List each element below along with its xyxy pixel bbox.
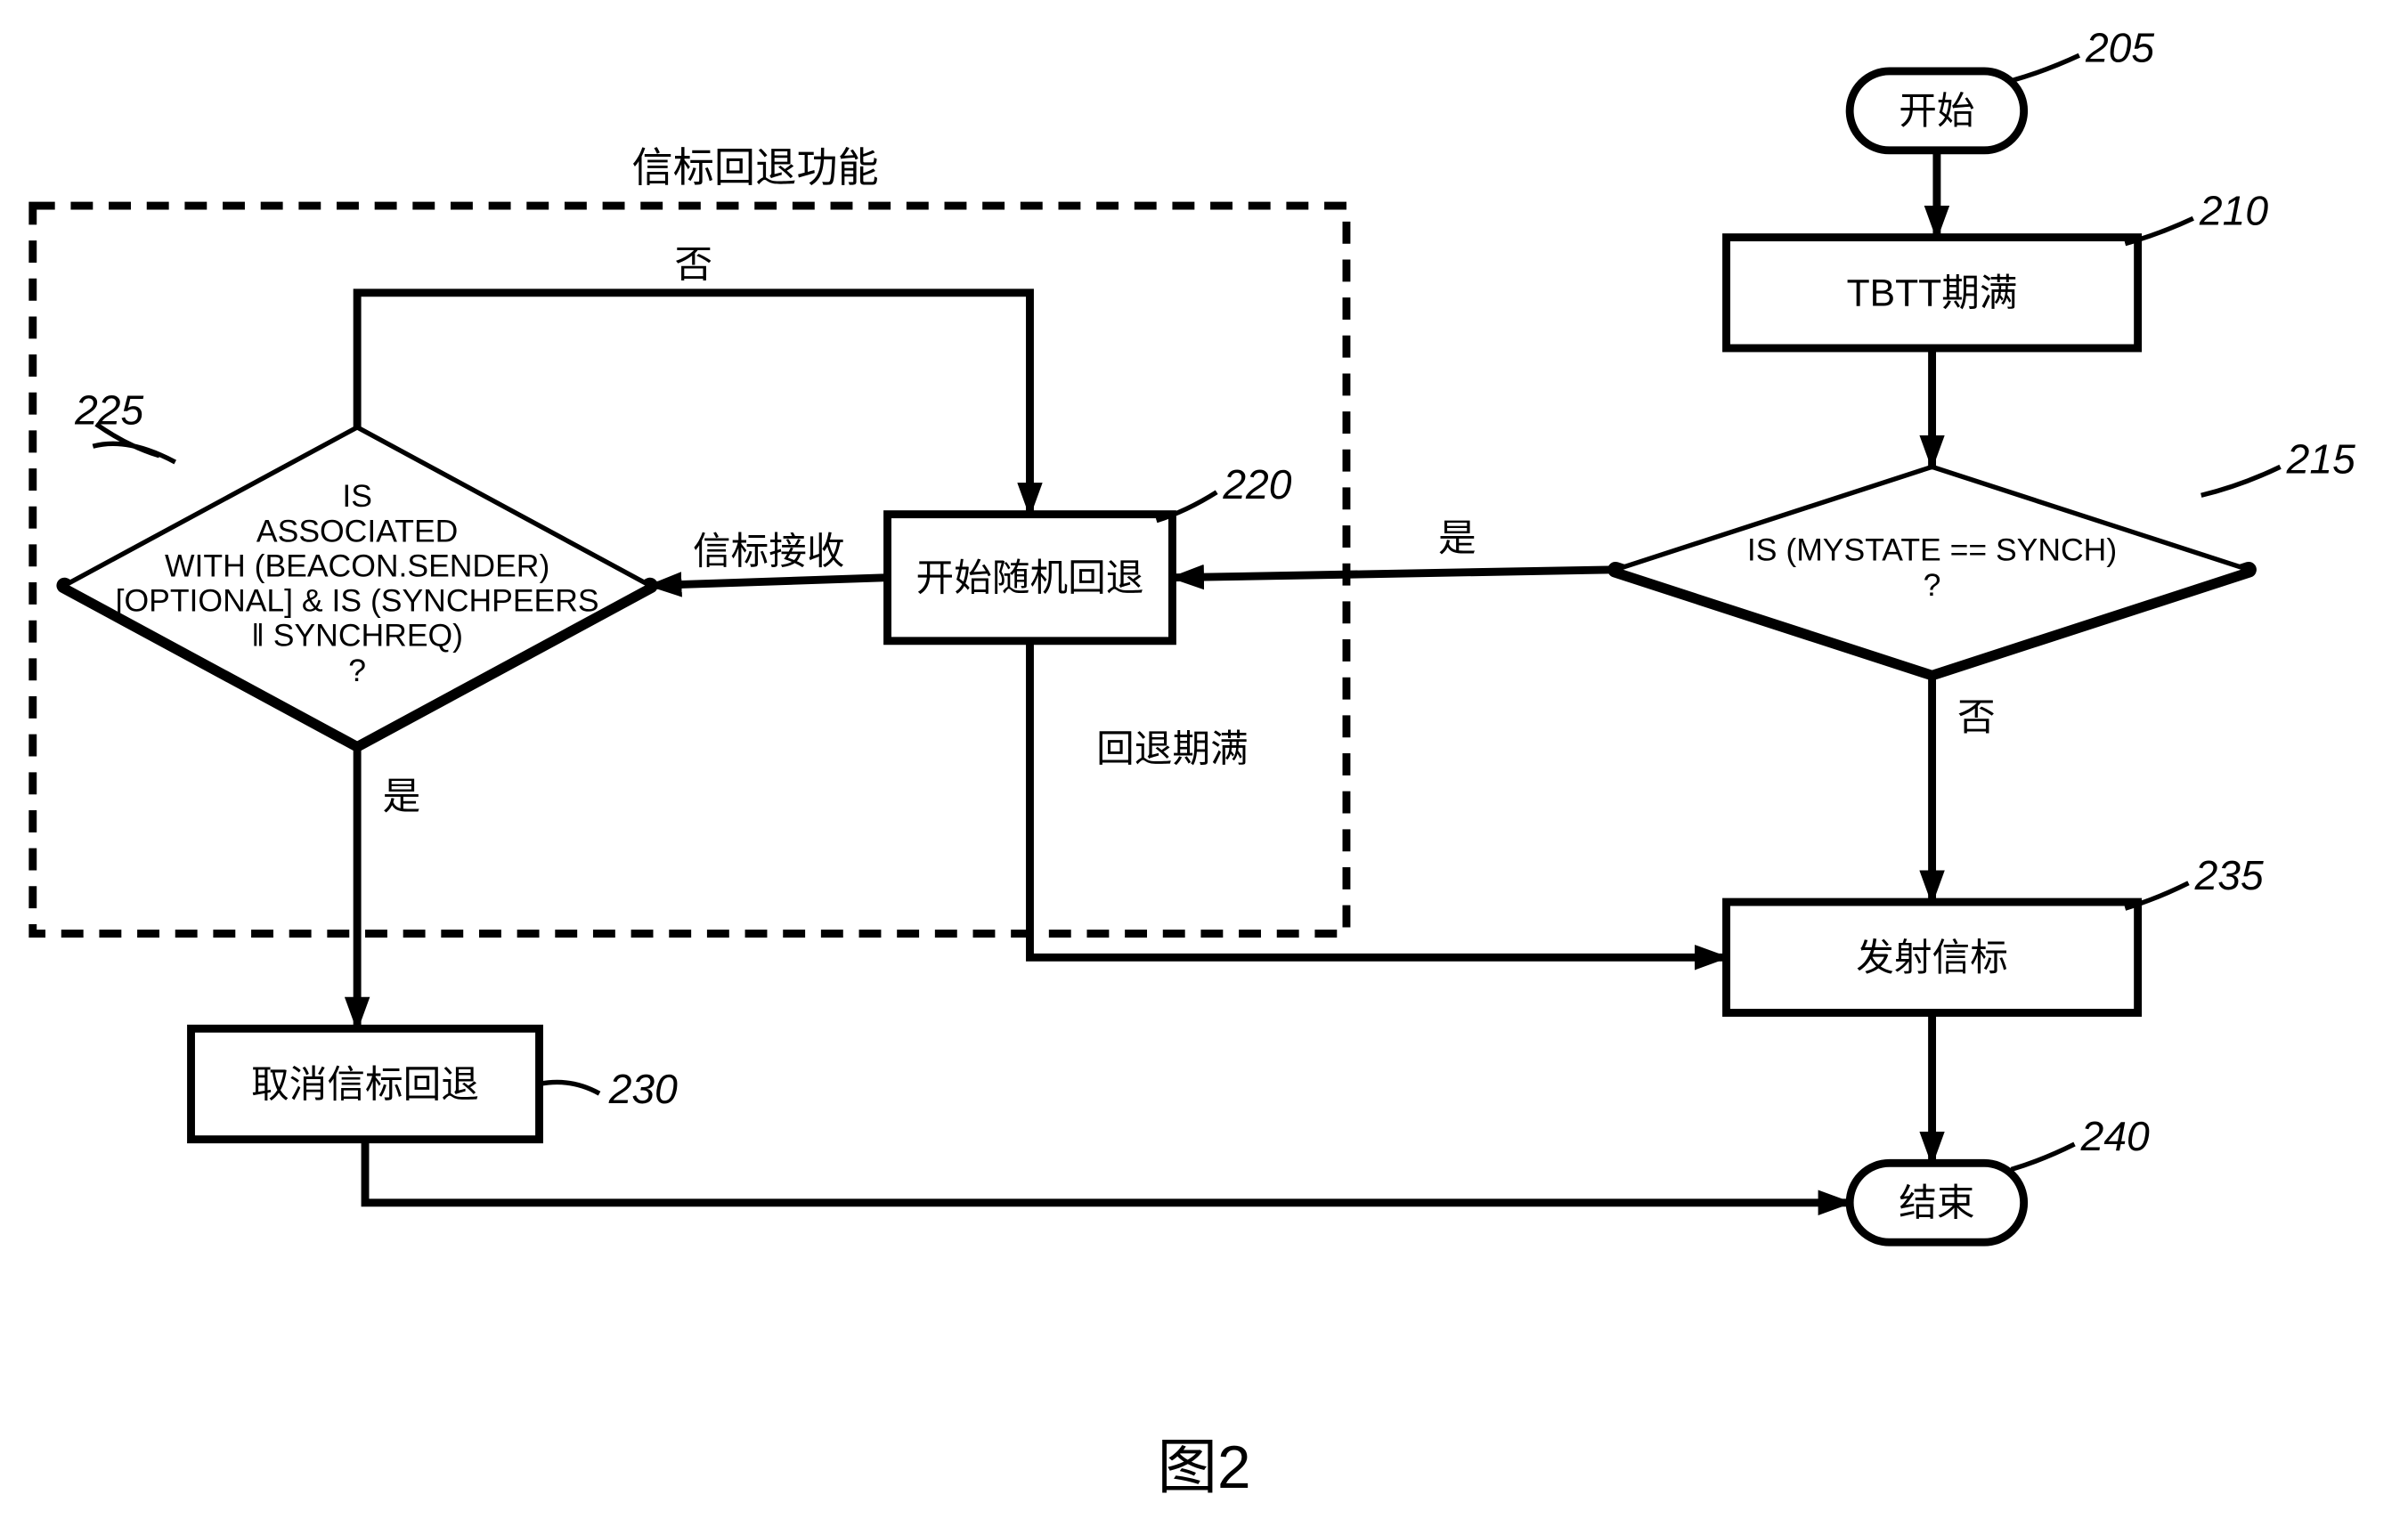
svg-text:是: 是 (1438, 517, 1477, 560)
svg-text:[OPTIONAL] & IS (SYNCHPEERS: [OPTIONAL] & IS (SYNCHPEERS (116, 583, 599, 619)
svg-text:230: 230 (608, 1066, 678, 1112)
svg-text:ASSOCIATED: ASSOCIATED (256, 513, 458, 548)
svg-text:?: ? (348, 653, 366, 688)
flowchart: 信标回退功能 开始 TBTT期满 IS (MYSTATE == SYNCH)? 开始随机… (0, 0, 2408, 1535)
svg-text:否: 否 (674, 244, 712, 287)
svg-text:信标回退功能: 信标回退功能 (632, 144, 879, 191)
svg-text:TBTT期满: TBTT期满 (1847, 272, 2018, 315)
svg-text:?: ? (1924, 567, 1941, 603)
svg-text:结束: 结束 (1899, 1182, 1974, 1225)
svg-text:开始随机回退: 开始随机回退 (916, 557, 1144, 600)
svg-text:215: 215 (2286, 435, 2355, 482)
svg-text:回退期满: 回退期满 (1096, 727, 1249, 770)
svg-text:开始: 开始 (1899, 90, 1974, 133)
svg-text:取消信标回退: 取消信标回退 (251, 1063, 479, 1106)
svg-text:IS: IS (342, 478, 372, 514)
svg-text:WITH (BEACON.SENDER): WITH (BEACON.SENDER) (165, 548, 549, 583)
svg-text:IS (MYSTATE == SYNCH): IS (MYSTATE == SYNCH) (1747, 532, 2117, 568)
svg-text:235: 235 (2194, 852, 2264, 898)
svg-text:225: 225 (74, 386, 143, 433)
svg-text:‖ SYNCHREQ): ‖ SYNCHREQ) (251, 618, 463, 654)
svg-text:205: 205 (2085, 24, 2154, 70)
svg-text:是: 是 (383, 776, 421, 818)
svg-text:210: 210 (2199, 187, 2268, 233)
svg-text:否: 否 (1957, 696, 1996, 739)
svg-text:信标接收: 信标接收 (693, 530, 845, 573)
svg-text:220: 220 (1222, 461, 1291, 508)
svg-text:240: 240 (2080, 1113, 2150, 1159)
svg-text:图2: 图2 (1157, 1434, 1250, 1501)
svg-text:发射信标: 发射信标 (1856, 937, 2008, 979)
